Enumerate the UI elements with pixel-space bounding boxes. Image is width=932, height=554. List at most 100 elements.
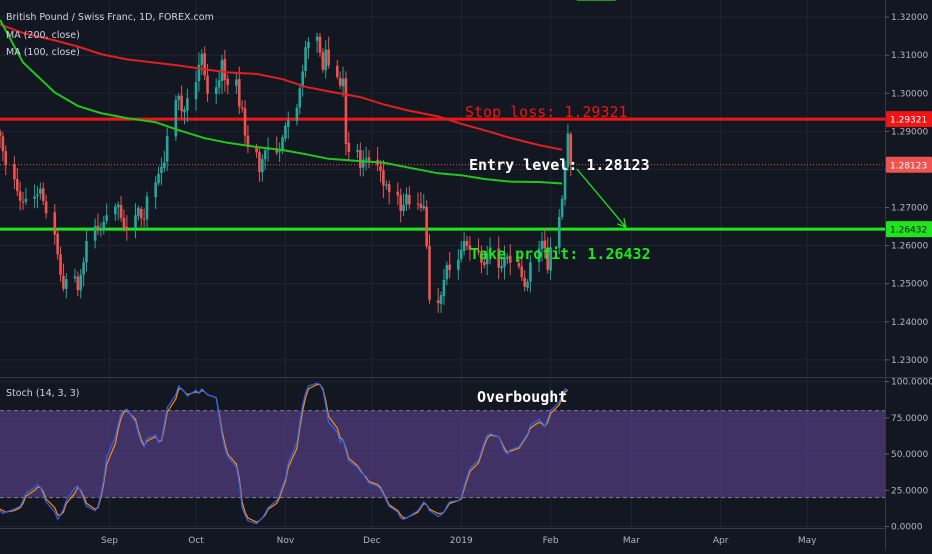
candle-body <box>396 191 400 196</box>
candle-body <box>73 276 77 279</box>
candle-body <box>142 218 146 220</box>
candle-body <box>318 36 322 53</box>
candle-body <box>367 157 371 161</box>
stop-loss-annotation: Stop loss: 1.29321 <box>465 103 628 121</box>
candle-body <box>327 49 330 66</box>
candle-body <box>235 79 238 86</box>
candle-body <box>439 295 443 304</box>
time-tick-label: Mar <box>623 536 640 546</box>
stoch-tick-label: 100.0000 <box>891 378 932 388</box>
candle-body <box>165 135 169 162</box>
candle-body <box>523 277 526 287</box>
take-profit-badge <box>886 221 932 238</box>
candle-body <box>497 248 501 268</box>
price-tick-label: 1.29000 <box>891 127 928 137</box>
candle-body <box>119 205 123 218</box>
price-badges: 1.29321 1.28123 1.26432 <box>886 111 932 238</box>
candle-body <box>566 133 570 168</box>
overbought-annotation: Overbought <box>477 388 567 406</box>
candle-body <box>261 159 264 173</box>
ma200-line <box>0 23 563 151</box>
ma100-line <box>0 19 563 185</box>
candle-body <box>174 99 178 137</box>
candle-body <box>442 279 446 297</box>
candle-body <box>569 134 573 165</box>
candle-body <box>387 184 391 193</box>
candle-body <box>59 254 62 275</box>
candle-body <box>338 78 342 86</box>
candle-body <box>96 225 100 229</box>
candle-body <box>402 204 405 211</box>
candle-body <box>79 274 83 291</box>
ma100-legend: MA (100, close) <box>6 47 80 58</box>
candle-body <box>125 226 129 229</box>
candle-body <box>315 36 319 41</box>
candle-body <box>246 135 250 147</box>
moving-averages <box>0 19 563 185</box>
candle-body <box>217 80 221 88</box>
candle-body <box>482 262 486 266</box>
candle-body <box>500 266 503 269</box>
candle-body <box>206 75 209 94</box>
candle-body <box>284 125 287 139</box>
candle-body <box>540 241 544 249</box>
stoch-tick-label: 50.0000 <box>891 450 928 460</box>
entry-badge <box>886 156 932 173</box>
candle-body <box>154 182 157 198</box>
candle-body <box>137 207 140 216</box>
candle-body <box>214 87 218 95</box>
candle-body <box>563 166 567 200</box>
candle-body <box>436 300 440 304</box>
arrows <box>577 0 627 229</box>
time-tick-label: May <box>798 536 817 546</box>
candle-body <box>62 275 65 289</box>
candle-body <box>480 252 483 263</box>
candle-body <box>15 179 19 192</box>
candle-body <box>223 59 227 80</box>
candle-body <box>263 150 267 160</box>
candle-body <box>321 52 325 70</box>
take-profit-badge-label: 1.26432 <box>890 226 927 236</box>
candle-body <box>41 188 45 202</box>
candle-body <box>281 137 284 151</box>
candle-body <box>226 79 230 85</box>
price-tick-label: 1.27000 <box>891 204 928 214</box>
stoch-tick-label: 0.0000 <box>891 523 923 533</box>
candle-body <box>361 159 365 168</box>
candle-body <box>503 257 506 268</box>
candle-body <box>139 208 143 219</box>
candle-body <box>465 240 469 246</box>
candle-body <box>425 206 428 247</box>
candle-body <box>485 253 489 265</box>
candle-body <box>324 49 328 71</box>
candle-body <box>459 249 463 260</box>
candle-body <box>99 227 103 229</box>
candle-body <box>53 212 57 235</box>
candle-body <box>65 279 68 289</box>
candle-body <box>157 174 160 184</box>
candle-body <box>422 206 426 209</box>
candle-body <box>506 256 509 259</box>
candle-body <box>546 248 550 270</box>
target-arrow-head <box>617 218 627 229</box>
candle-body <box>36 194 39 197</box>
entry-annotation: Entry level: 1.28123 <box>469 156 650 174</box>
stoch-lines <box>0 382 569 525</box>
candle-body <box>468 245 472 250</box>
candle-body <box>364 158 368 160</box>
time-tick-label: 2019 <box>450 536 473 546</box>
candle-body <box>197 64 201 82</box>
candle-body <box>448 264 452 270</box>
candle-body <box>347 142 351 152</box>
axes: 1.320001.310001.300001.290001.280001.270… <box>101 13 932 546</box>
candle-body <box>359 150 362 168</box>
candle-body <box>180 95 183 112</box>
candle-body <box>266 149 270 151</box>
candle-body <box>85 241 88 263</box>
candle-body <box>39 188 42 194</box>
take-profit-annotation: Take profit: 1.26432 <box>470 245 651 263</box>
candle-body <box>457 259 460 270</box>
candle-body <box>408 194 411 205</box>
